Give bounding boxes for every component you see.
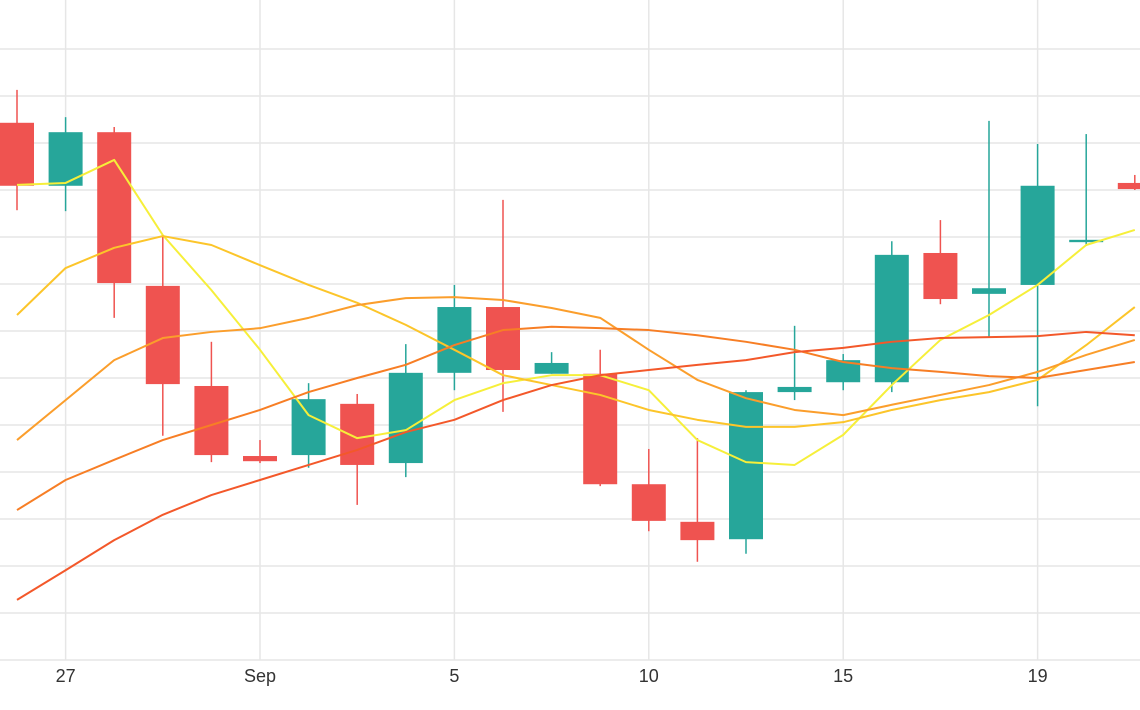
candle-body [923, 252, 958, 300]
candle-body [1069, 239, 1104, 243]
candle-body [1117, 182, 1140, 190]
moving-average-line [16, 330, 1135, 601]
moving-average-line [16, 296, 1136, 441]
candle-body [680, 521, 715, 541]
candle-body [534, 362, 569, 374]
candle-body [0, 122, 34, 186]
candle-body [777, 386, 812, 393]
candle-body [972, 288, 1006, 294]
candle-body [388, 372, 423, 464]
x-tick-label: 19 [1028, 666, 1048, 686]
candle-body [631, 484, 666, 521]
x-tick-label: 15 [833, 666, 853, 686]
candle-body [145, 285, 180, 385]
candle-body [291, 399, 326, 456]
candle-body [437, 307, 472, 373]
candle-body [826, 360, 861, 383]
moving-average-line [16, 158, 1136, 466]
x-tick-label: 27 [56, 666, 76, 686]
x-tick-label: 5 [449, 666, 459, 686]
candle-body [340, 403, 375, 465]
candle-body [243, 456, 277, 462]
candle-body [583, 373, 618, 485]
moving-average-line [16, 325, 1135, 511]
candle-body [1020, 185, 1055, 285]
x-tick-label: 10 [639, 666, 659, 686]
candle-body [97, 132, 132, 284]
x-tick-label: Sep [244, 666, 276, 686]
candle-body [729, 392, 763, 540]
moving-average-line [16, 235, 1136, 428]
candle-body [486, 307, 520, 371]
candle-body [874, 254, 909, 383]
